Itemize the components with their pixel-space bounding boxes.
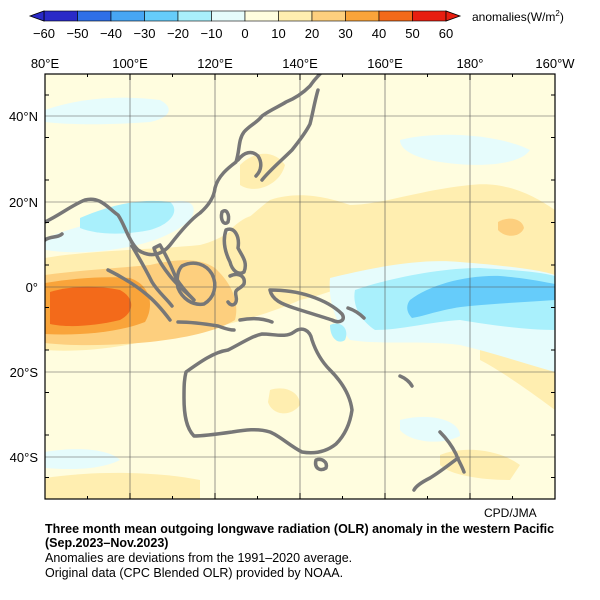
latitude-label: 40°S — [10, 450, 39, 465]
credit-label: CPD/JMA — [484, 506, 537, 520]
caption-title-line1: Three month mean outgoing longwave radia… — [45, 522, 555, 536]
anomaly-region-negative-10 — [400, 134, 530, 165]
colorbar-swatch — [278, 10, 313, 22]
colorbar-tick-label: −30 — [133, 26, 155, 41]
coastline-japan — [260, 88, 320, 182]
coastline-new-zealand — [412, 430, 466, 492]
coastline-sulawesi — [226, 272, 247, 307]
map-gridlines — [45, 74, 555, 499]
longitude-label: 120°E — [197, 56, 233, 71]
caption-data-source: Original data (CPC Blended OLR) provided… — [45, 566, 344, 580]
latitude-label: 20°N — [9, 195, 38, 210]
colorbar-tick-label: −60 — [33, 26, 55, 41]
longitude-label: 100°E — [112, 56, 148, 71]
map-tickmarks — [44, 74, 556, 499]
caption-baseline-note: Anomalies are deviations from the 1991–2… — [45, 551, 353, 565]
coastlines — [45, 74, 466, 492]
latitude-label: 0° — [26, 280, 38, 295]
colorbar-swatch — [177, 10, 212, 22]
coastline-java — [176, 320, 236, 332]
anomaly-region-negative-30 — [407, 275, 555, 318]
colorbar-swatch — [378, 10, 413, 22]
coastline-new-caledonia — [398, 374, 414, 388]
coastline-sumatra — [106, 268, 172, 322]
anomaly-region-positive-10 — [240, 153, 285, 189]
caption-title-line2: (Sep.2023–Nov.2023) — [45, 536, 169, 550]
anomaly-region-positive-20 — [498, 218, 524, 236]
caption-title: Three month mean outgoing longwave radia… — [45, 522, 595, 550]
colorbar-swatch — [43, 10, 78, 22]
colorbar-tick-label: 20 — [305, 26, 319, 41]
colorbar-swatch — [144, 10, 179, 22]
colorbar-tick-label: −20 — [167, 26, 189, 41]
colorbar-right-arrow — [445, 10, 462, 22]
coastline-borneo — [175, 261, 217, 307]
coastline-india — [45, 232, 64, 242]
colorbar-swatch — [412, 10, 447, 22]
anomaly-region-positive-10 — [440, 449, 520, 480]
coastline-malay-peninsula — [130, 244, 174, 308]
colorbar-tick-label: 60 — [439, 26, 453, 41]
anomaly-region-positive-10 — [268, 388, 300, 414]
latitude-labels: 40°N 20°N 0° 20°S 40°S — [9, 109, 38, 465]
coastline-taiwan — [219, 209, 231, 225]
coastline-philippines — [222, 227, 248, 275]
longitude-label: 160°E — [367, 56, 403, 71]
anomaly-region-positive-10 — [45, 472, 200, 499]
longitude-label: 160°W — [535, 56, 575, 71]
coastline-lesser-sunda — [238, 316, 274, 324]
coastline-solomon — [346, 306, 366, 320]
coastline-asia-mainland — [45, 74, 322, 257]
colorbar-tick-label: −10 — [200, 26, 222, 41]
colorbar-tick-label: 30 — [338, 26, 352, 41]
anomaly-region-negative-10 — [45, 97, 169, 125]
colorbar-swatch — [345, 10, 380, 22]
coastline-new-guinea — [268, 288, 345, 324]
colorbar-left-arrow — [28, 10, 45, 22]
colorbar-tick-label: 40 — [372, 26, 386, 41]
coastline-tasmania — [313, 457, 329, 472]
coastline-korea — [236, 150, 263, 178]
longitude-labels: 80°E 100°E 120°E 140°E 160°E 180° 160°W — [31, 56, 575, 71]
colorbar-tick-label: 0 — [241, 26, 248, 41]
colorbar: −60 −50 −40 −30 −20 −10 0 10 20 30 40 50 60 — [28, 10, 462, 41]
colorbar-tick-label: 10 — [271, 26, 285, 41]
latitude-label: 40°N — [9, 109, 38, 124]
colorbar-tick-label: −50 — [66, 26, 88, 41]
colorbar-tick-label: −40 — [100, 26, 122, 41]
olr-anomaly-map: 80°E 100°E 120°E 140°E 160°E 180° 160°W 40°N 20… — [9, 56, 575, 500]
longitude-label: 140°E — [282, 56, 318, 71]
coastline-indochina — [152, 243, 196, 302]
latitude-label: 20°S — [10, 365, 39, 380]
colorbar-swatch — [211, 10, 246, 22]
colorbar-swatch — [110, 10, 145, 22]
colorbar-swatch — [77, 10, 112, 22]
colorbar-swatch — [311, 10, 346, 22]
anomaly-region-positive-40 — [50, 286, 132, 327]
longitude-label: 80°E — [31, 56, 60, 71]
anomaly-region-negative-20 — [80, 200, 175, 234]
colorbar-tick-label: 50 — [405, 26, 419, 41]
anomaly-region-negative-10 — [45, 449, 120, 470]
longitude-label: 180° — [457, 56, 484, 71]
colorbar-swatch — [244, 10, 279, 22]
coastline-australia — [182, 327, 354, 455]
anomaly-region-positive-10 — [230, 214, 270, 249]
colorbar-units: anomalies(W/m2) — [472, 9, 564, 24]
anomaly-region-negative-20 — [330, 323, 347, 342]
